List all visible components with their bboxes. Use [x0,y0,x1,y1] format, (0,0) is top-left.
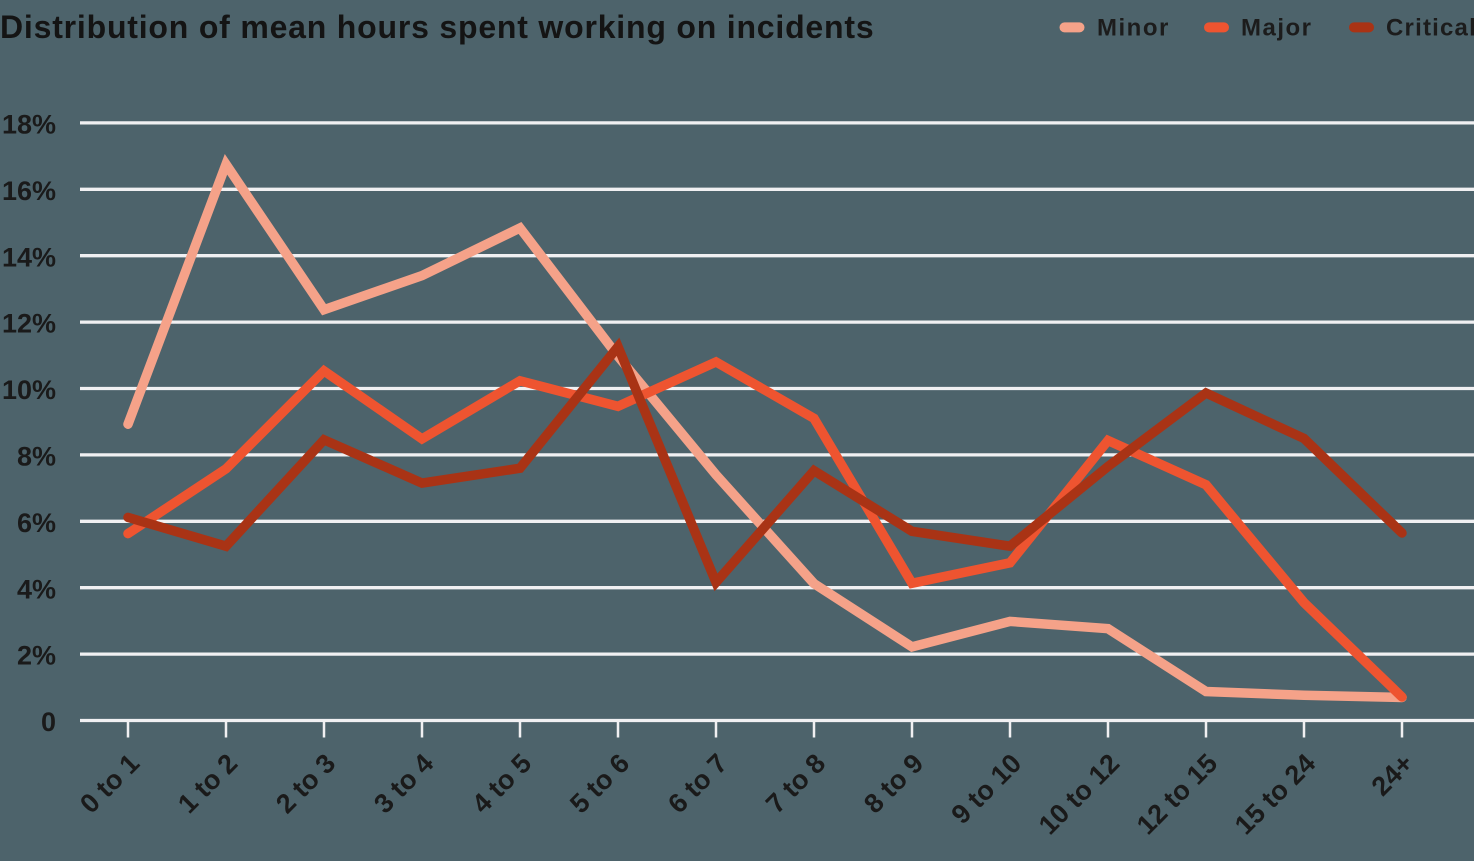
svg-text:16%: 16% [2,176,56,206]
svg-text:4%: 4% [17,574,56,604]
svg-text:Major: Major [1241,15,1313,42]
svg-text:14%: 14% [2,242,56,272]
svg-text:18%: 18% [2,110,56,140]
svg-text:Minor: Minor [1097,15,1170,42]
svg-text:2%: 2% [17,641,56,671]
svg-text:0: 0 [41,707,56,737]
svg-text:Distribution of mean hours spe: Distribution of mean hours spent working… [0,9,874,45]
svg-text:6%: 6% [17,508,56,538]
svg-text:Critical: Critical [1386,15,1474,42]
svg-text:10%: 10% [2,375,56,405]
svg-text:12%: 12% [2,309,56,339]
svg-text:8%: 8% [17,442,56,472]
